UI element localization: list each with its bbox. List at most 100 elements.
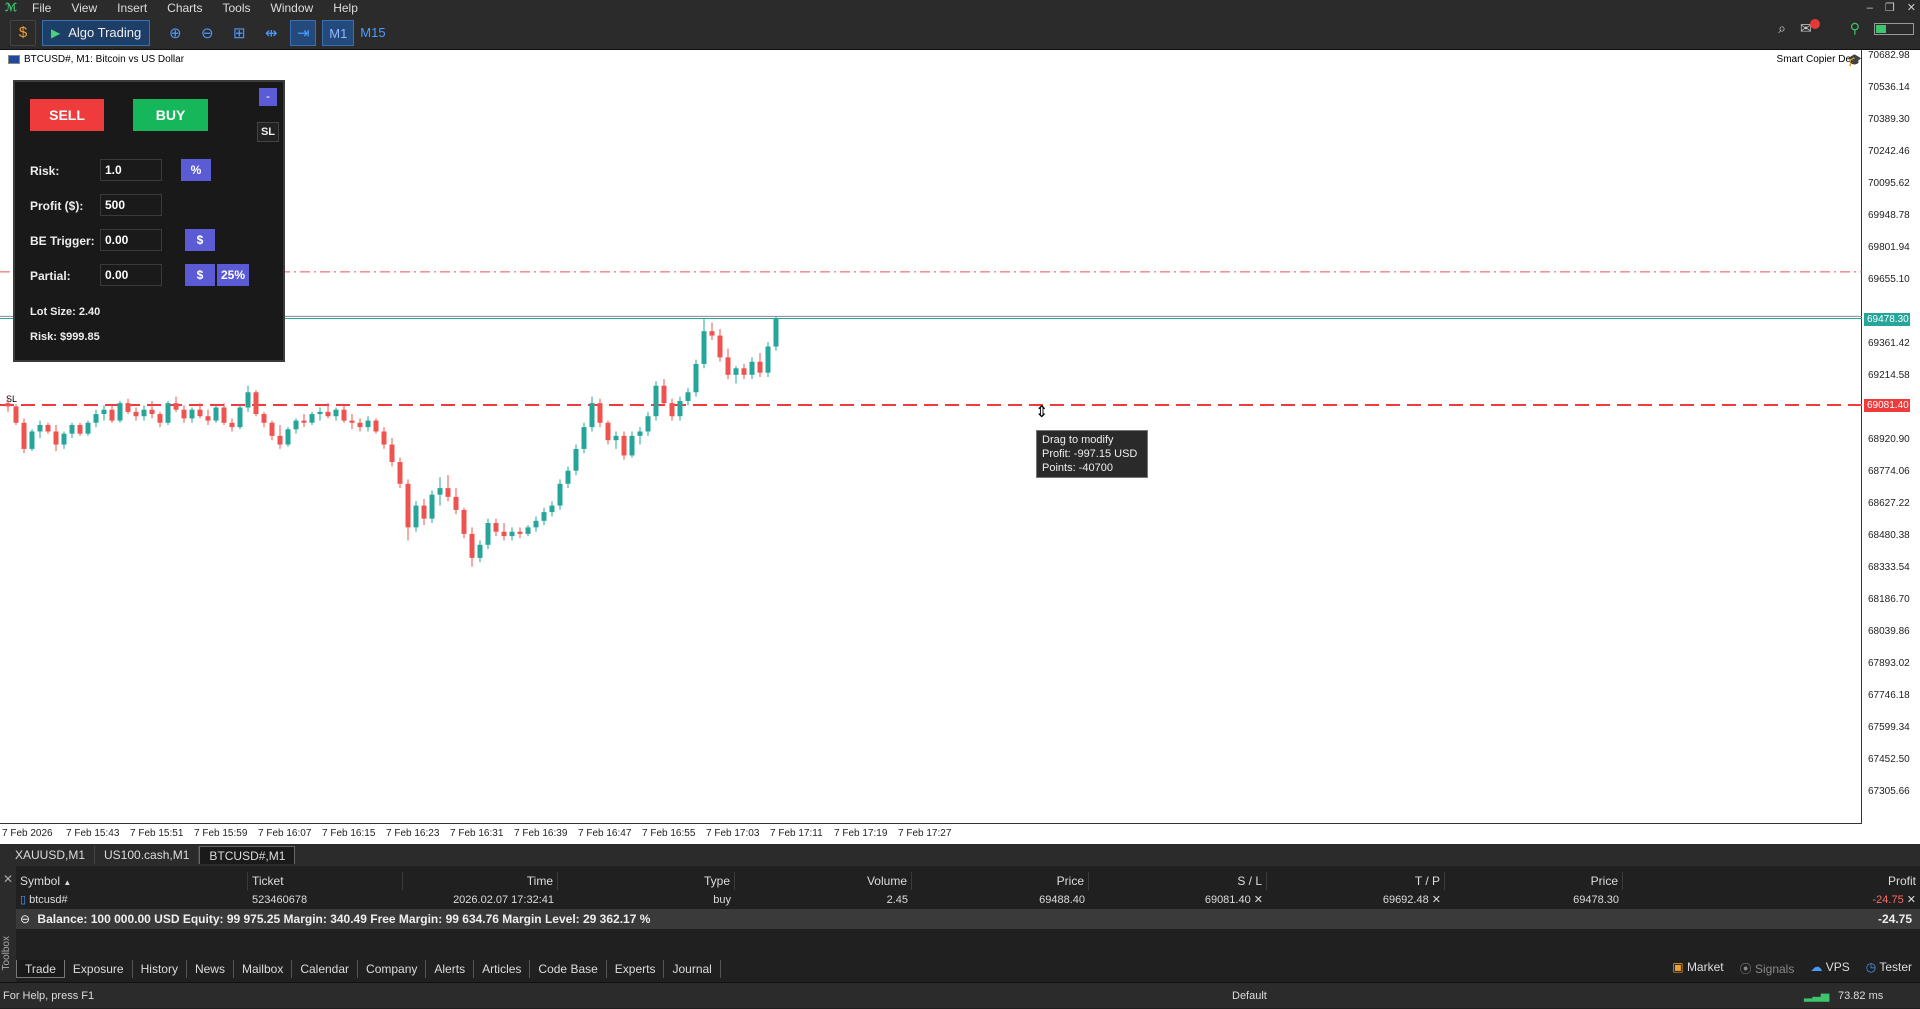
chart-tab-xauusd[interactable]: XAUUSD,M1: [6, 846, 96, 864]
chart-tab-btcusd[interactable]: BTCUSD#,M1: [199, 846, 296, 864]
partial-input[interactable]: 0.00: [100, 264, 162, 286]
candle-body: [709, 331, 715, 336]
candle-body: [749, 361, 755, 375]
menu-file[interactable]: File: [32, 1, 52, 15]
market-link[interactable]: ▣ Market: [1672, 960, 1723, 977]
col-sl[interactable]: S / L: [1089, 872, 1267, 890]
tab-history[interactable]: History: [133, 960, 187, 978]
vps-link[interactable]: ☁ VPS: [1810, 960, 1849, 977]
tab-experts[interactable]: Experts: [607, 960, 665, 978]
menu-charts[interactable]: Charts: [167, 1, 203, 15]
col-time[interactable]: Time: [403, 872, 558, 890]
buy-button[interactable]: BUY: [133, 99, 208, 131]
tester-link[interactable]: ◷ Tester: [1866, 960, 1912, 977]
candle-body: [645, 416, 651, 432]
candle-body: [317, 411, 323, 415]
candle: [37, 420, 43, 439]
time-axis[interactable]: 7 Feb 2026 7 Feb 15:43 7 Feb 15:51 7 Feb 15…: [0, 824, 1862, 844]
signal-icon[interactable]: ⚲: [1849, 20, 1860, 36]
notification-icon[interactable]: ✉: [1800, 20, 1812, 36]
close-icon[interactable]: ✕: [1906, 2, 1916, 14]
risk-unit-button[interactable]: %: [181, 159, 211, 181]
be-unit-button[interactable]: $: [185, 229, 215, 251]
tab-articles[interactable]: Articles: [474, 960, 531, 978]
risk-input[interactable]: 1.0: [100, 159, 162, 181]
col-volume[interactable]: Volume: [735, 872, 912, 890]
candle: [765, 342, 771, 377]
tab-exposure[interactable]: Exposure: [65, 960, 133, 978]
autoscroll-icon[interactable]: ⇥: [290, 19, 317, 46]
candlestick-chart[interactable]: SL: [0, 50, 1862, 824]
notification-badge: [1809, 18, 1820, 29]
menu-window[interactable]: Window: [270, 1, 314, 15]
partial-percent-button[interactable]: 25%: [217, 264, 249, 286]
profit-input[interactable]: 500: [100, 194, 162, 216]
connection-bars-icon: ▂▃▅: [1804, 990, 1830, 1002]
remove-sl-icon[interactable]: ✕: [1253, 894, 1263, 906]
col-profit[interactable]: Profit: [1887, 874, 1916, 888]
chart-plot-area[interactable]: SL: [0, 50, 1862, 824]
partial-unit-button[interactable]: $: [185, 264, 215, 286]
row-current-price: 69478.30: [1573, 894, 1619, 906]
dollar-icon[interactable]: $: [10, 19, 36, 46]
tab-calendar[interactable]: Calendar: [292, 960, 359, 978]
current-price-tag: 69478.30: [1864, 312, 1910, 326]
candle: [773, 315, 779, 351]
price-tick: 67305.66: [1868, 786, 1910, 797]
col-current-price[interactable]: Price: [1445, 872, 1623, 890]
col-type[interactable]: Type: [558, 872, 735, 890]
close-position-icon[interactable]: ✕: [1906, 894, 1916, 906]
menu-help[interactable]: Help: [333, 1, 358, 15]
chart-shift-icon[interactable]: ⇹: [264, 24, 278, 42]
col-price[interactable]: Price: [912, 872, 1089, 890]
tab-news[interactable]: News: [187, 960, 234, 978]
price-axis[interactable]: 70682.98 70536.14 70389.30 70242.46 70095.62…: [1862, 50, 1920, 824]
collapse-button[interactable]: -: [259, 88, 277, 106]
restore-icon[interactable]: ❐: [1884, 2, 1895, 14]
graduation-cap-icon: 🎓: [1847, 53, 1862, 67]
signals-link[interactable]: ⦿ Signals: [1740, 960, 1795, 977]
tab-company[interactable]: Company: [358, 960, 427, 978]
be-trigger-input[interactable]: 0.00: [100, 229, 162, 251]
collapse-balance-icon[interactable]: ⊖: [20, 912, 31, 926]
col-symbol[interactable]: Symbol ▲: [16, 872, 248, 890]
candle-body: [517, 531, 523, 534]
tab-trade[interactable]: Trade: [16, 960, 65, 978]
candle: [253, 390, 259, 417]
remove-tp-icon[interactable]: ✕: [1431, 894, 1441, 906]
candle: [661, 379, 667, 406]
search-icon[interactable]: ⌕: [1778, 20, 1786, 36]
timeframe-m15[interactable]: M15: [360, 24, 386, 40]
row-tp-text: 69692.48: [1382, 894, 1429, 906]
sl-toggle-button[interactable]: SL: [257, 122, 279, 142]
zoom-out-icon[interactable]: ⊖: [200, 24, 214, 42]
chart-title: BTCUSD#, M1: Bitcoin vs US Dollar: [8, 54, 184, 65]
timeframe-m1[interactable]: M1: [322, 19, 355, 46]
candle-body: [581, 427, 587, 449]
candle-body: [437, 488, 443, 495]
chart-window[interactable]: SL BTCUSD#, M1: Bitcoin vs US Dollar Sma…: [0, 50, 1920, 844]
candle-body: [773, 318, 779, 347]
algo-trading-button[interactable]: ▶ Algo Trading: [42, 19, 151, 46]
minimize-icon[interactable]: –: [1866, 2, 1873, 14]
menu-tools[interactable]: Tools: [222, 1, 251, 15]
market-icon: ▣: [1672, 960, 1684, 974]
zoom-in-icon[interactable]: ⊕: [168, 24, 182, 42]
menu-view[interactable]: View: [71, 1, 98, 15]
col-ticket[interactable]: Ticket: [248, 872, 403, 890]
candle-body: [245, 392, 251, 408]
time-tick: 7 Feb 16:39: [514, 828, 568, 839]
sell-button[interactable]: SELL: [30, 99, 104, 131]
close-toolbox-icon[interactable]: ✕: [3, 872, 14, 886]
tab-mailbox[interactable]: Mailbox: [234, 960, 293, 978]
tile-windows-icon[interactable]: ⊞: [232, 24, 246, 42]
candle: [221, 403, 227, 425]
tab-alerts[interactable]: Alerts: [426, 960, 475, 978]
tab-code-base[interactable]: Code Base: [530, 960, 607, 978]
menu-insert[interactable]: Insert: [117, 1, 148, 15]
table-row[interactable]: ▯ btcusd# 523460678 2026.02.07 17:32:41 …: [16, 891, 1920, 909]
tab-journal[interactable]: Journal: [664, 960, 721, 978]
col-tp[interactable]: T / P: [1267, 872, 1445, 890]
chart-tab-us100[interactable]: US100.cash,M1: [95, 846, 200, 864]
candle-body: [277, 435, 283, 445]
